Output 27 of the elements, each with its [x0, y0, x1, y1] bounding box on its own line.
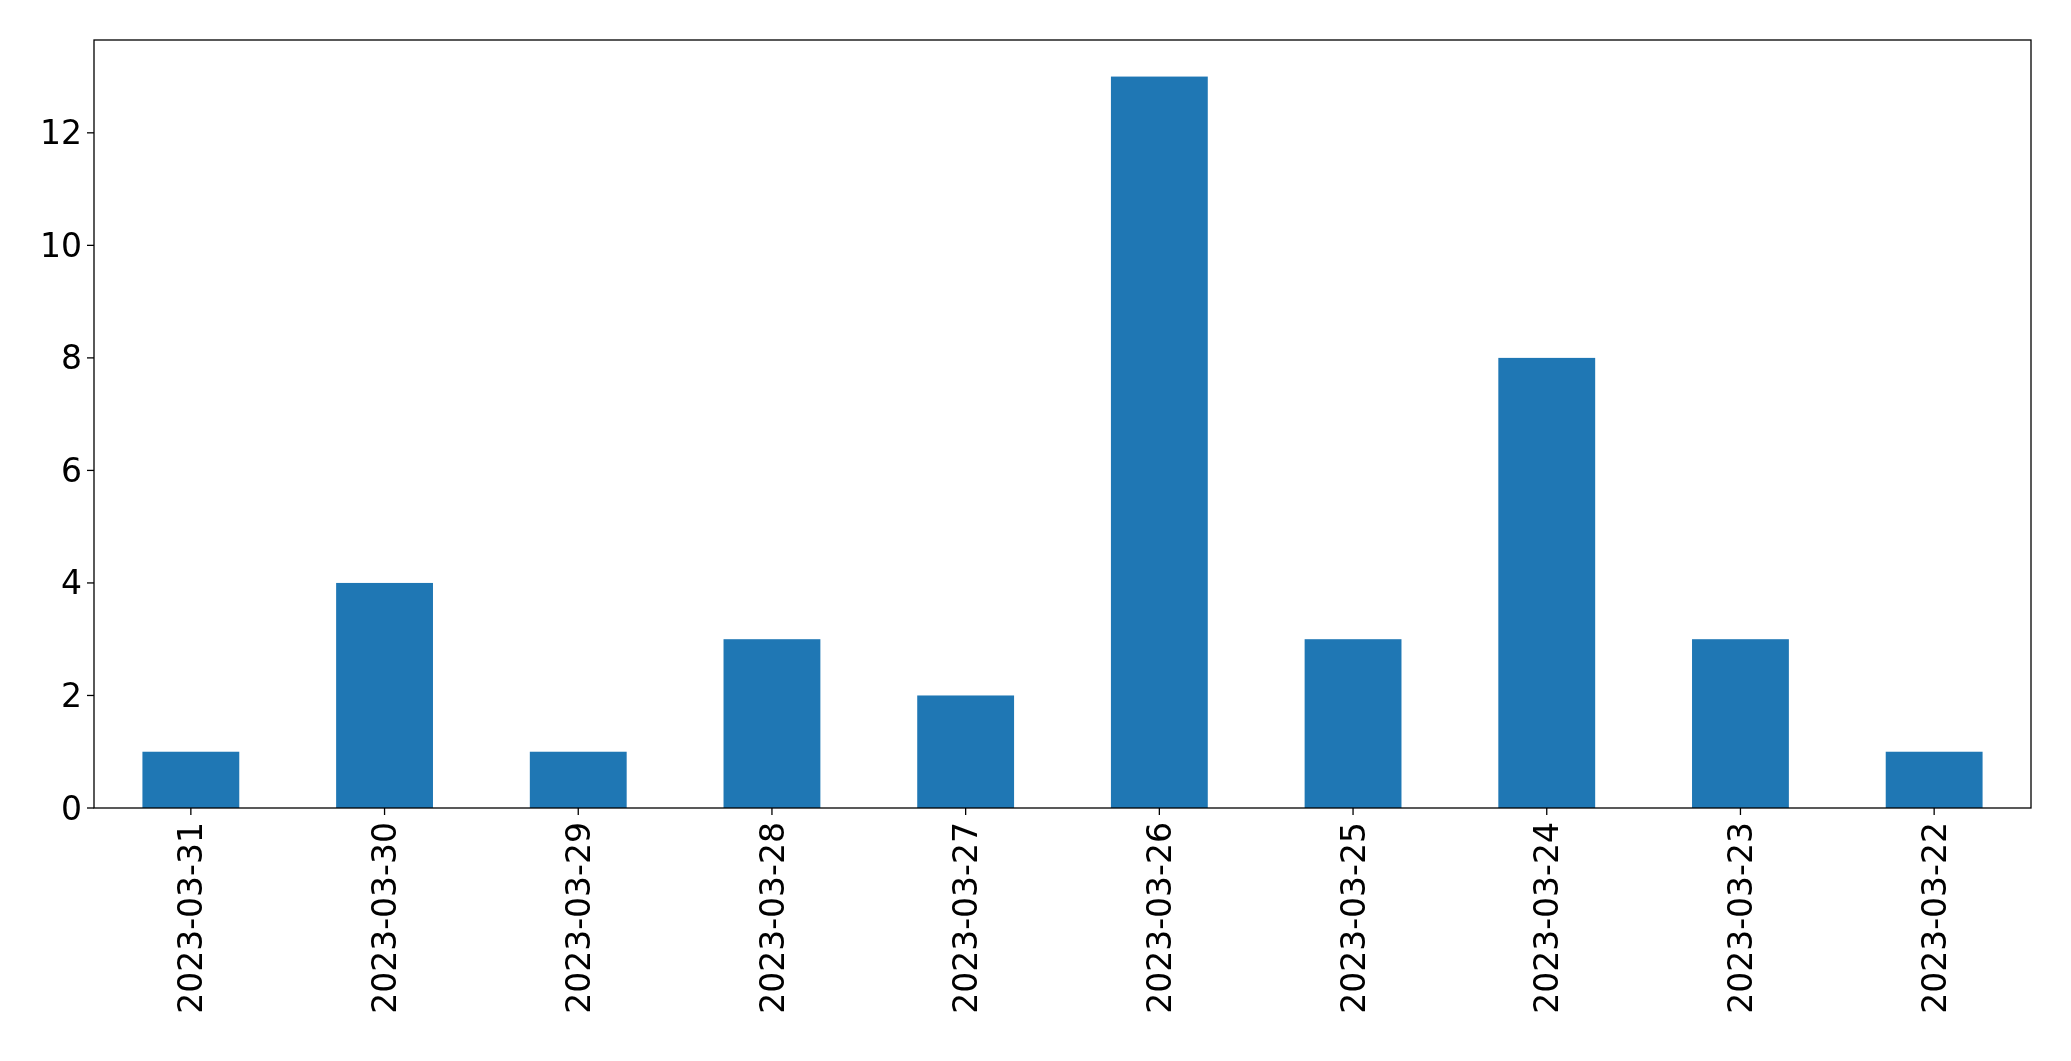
y-tick-label: 6: [61, 450, 82, 490]
x-tick-label: 2023-03-31: [171, 822, 211, 1014]
y-tick-label: 4: [61, 563, 82, 603]
y-tick-label: 0: [61, 788, 82, 828]
y-tick-label: 8: [61, 338, 82, 378]
y-tick-label: 12: [40, 113, 82, 153]
y-tick-label: 2: [61, 676, 82, 716]
bar: [917, 695, 1015, 808]
bar: [142, 751, 240, 808]
bar: [1110, 76, 1208, 808]
x-tick-label: 2023-03-28: [752, 822, 792, 1014]
bar: [1692, 639, 1789, 808]
x-tick-label: 2023-03-24: [1527, 822, 1567, 1014]
x-tick-label: 2023-03-29: [558, 822, 598, 1014]
bar: [336, 582, 433, 808]
bar: [1885, 751, 1983, 808]
bar: [1498, 357, 1596, 808]
bar: [529, 751, 627, 808]
x-tick-label: 2023-03-27: [946, 822, 986, 1014]
x-tick-label: 2023-03-22: [1914, 822, 1954, 1014]
x-tick-label: 2023-03-30: [365, 822, 405, 1014]
x-tick-label: 2023-03-26: [1139, 822, 1179, 1014]
y-tick-label: 10: [40, 225, 82, 265]
bar: [723, 639, 821, 808]
x-tick-label: 2023-03-23: [1721, 822, 1760, 1014]
bar: [1304, 639, 1402, 808]
x-tick-label: 2023-03-25: [1333, 822, 1373, 1014]
